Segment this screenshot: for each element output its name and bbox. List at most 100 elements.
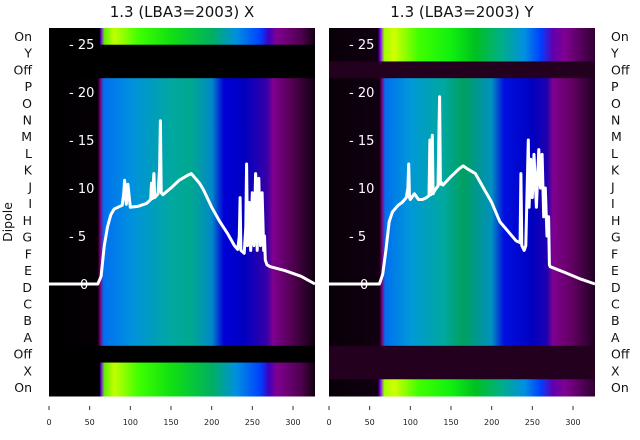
heatmap-row-d (329, 278, 595, 297)
x-tick-label: 150 (163, 418, 178, 427)
row-label-left: A (23, 330, 32, 345)
row-label-right: On (611, 29, 629, 44)
row-label-right: H (611, 213, 620, 228)
heatmap-row-on (49, 379, 315, 397)
row-label-left: D (22, 280, 32, 295)
heatmap-row-on (329, 28, 595, 46)
heatmap-row-a (49, 329, 315, 347)
row-label-right: M (611, 129, 622, 144)
row-label-left: B (23, 313, 32, 328)
row-label-right: C (611, 297, 620, 312)
heatmap-row-i (329, 195, 595, 213)
heatmap-row-o (329, 94, 595, 113)
row-label-right: A (611, 330, 620, 345)
line-y-tick-label: - 20 (69, 86, 94, 101)
row-label-left: L (25, 146, 32, 161)
power-line-series (329, 95, 596, 286)
y-axis-label: Dipole (0, 202, 15, 242)
panel-title: 1.3 (LBA3=2003) X (110, 3, 255, 21)
row-label-left: M (21, 129, 32, 144)
row-label-right: D (611, 280, 621, 295)
row-label-right: Off (611, 347, 630, 362)
line-y-tick-label: - 15 (349, 134, 374, 149)
row-label-right: N (611, 113, 620, 128)
x-tick-label: 50 (85, 418, 95, 427)
heatmap-row-f (329, 245, 595, 263)
heatmap-row-f (49, 245, 315, 263)
row-label-left: Off (14, 347, 33, 362)
heatmap-row-m (49, 128, 315, 146)
row-label-left: X (23, 363, 32, 378)
x-tick-label: 50 (365, 418, 375, 427)
row-label-left: H (23, 213, 32, 228)
row-label-right: E (611, 263, 619, 278)
row-label-left: F (25, 246, 32, 261)
row-label-left: E (24, 263, 32, 278)
heatmap-row-b (49, 312, 315, 330)
heatmap-row-p (329, 78, 595, 96)
row-label-right: Y (610, 46, 619, 61)
row-label-right: F (611, 246, 618, 261)
x-tick-label: 150 (443, 418, 458, 427)
heatmap-row-k (329, 161, 595, 180)
heatmap-row-j (49, 178, 315, 196)
heatmap-row-p (49, 78, 315, 96)
heatmap-row-off (49, 345, 315, 364)
x-tick-label: 100 (403, 418, 418, 427)
row-label-left: Off (14, 62, 33, 77)
line-y-tick-label: - 25 (349, 38, 374, 53)
power-line-series (49, 119, 316, 286)
row-label-right: I (611, 196, 615, 211)
line-y-tick-label: - 20 (349, 86, 374, 101)
heatmap-row-off (49, 61, 315, 79)
row-label-left: I (28, 196, 32, 211)
x-tick-label: 0 (46, 418, 51, 427)
row-label-left: N (23, 113, 32, 128)
row-label-right: X (611, 363, 620, 378)
panel-title: 1.3 (LBA3=2003) Y (390, 3, 534, 21)
row-label-left: O (22, 96, 32, 111)
row-label-left: K (24, 163, 33, 178)
row-label-right: On (611, 380, 629, 395)
row-label-right: Off (611, 62, 630, 77)
heatmap-row-y (329, 44, 595, 62)
heatmap-row-e (49, 262, 315, 280)
heatmap-row-k (49, 161, 315, 180)
x-tick-label: 200 (204, 418, 219, 427)
row-label-right: P (611, 79, 619, 94)
heatmap-row-d (49, 278, 315, 297)
row-label-left: J (27, 179, 32, 194)
heatmap-row-h (329, 212, 595, 230)
row-label-right: G (611, 230, 621, 245)
x-tick-label: 100 (123, 418, 138, 427)
panel-gap (315, 20, 329, 400)
heatmap-row-c (49, 295, 315, 313)
heatmap-row-off (329, 345, 595, 364)
line-y-tick-label: - 10 (69, 182, 94, 197)
row-label-right: L (611, 146, 618, 161)
heatmap-row-a (329, 329, 595, 347)
heatmap-row-x (49, 362, 315, 380)
heatmap-row-o (49, 94, 315, 113)
heatmap-row-n (49, 111, 315, 129)
heatmap-row-n (329, 111, 595, 129)
x-tick-label: 0 (326, 418, 331, 427)
heatmap-row-i (49, 195, 315, 213)
row-label-left: C (23, 297, 32, 312)
row-label-right: K (611, 163, 620, 178)
x-tick-label: 250 (245, 418, 260, 427)
heatmap-row-b (329, 312, 595, 330)
heatmap-row-off (329, 61, 595, 79)
heatmap-row-g (329, 228, 595, 246)
heatmap-row-on (329, 379, 595, 397)
row-label-left: P (24, 79, 32, 94)
heatmap-row-y (49, 44, 315, 62)
heatmap-row-c (329, 295, 595, 313)
x-tick-label: 300 (285, 418, 300, 427)
heatmap-row-e (329, 262, 595, 280)
row-label-left: Y (23, 46, 32, 61)
